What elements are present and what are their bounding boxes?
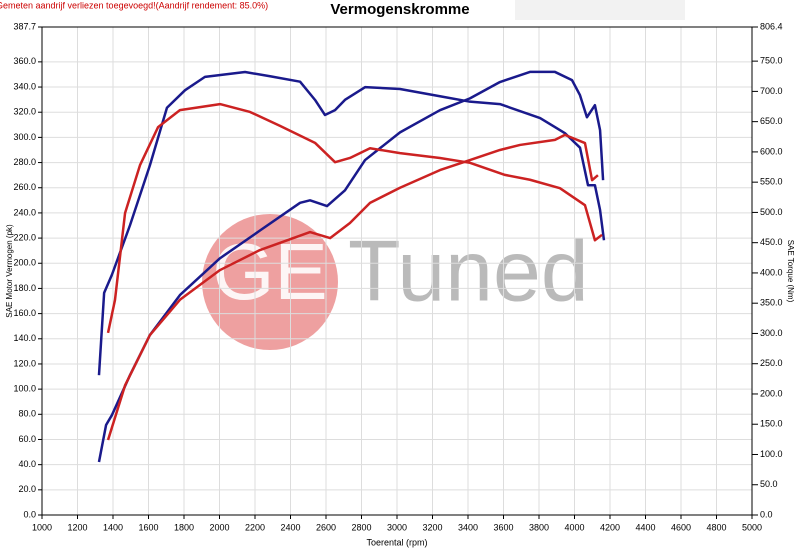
y-tick-label: 260.0	[13, 182, 36, 192]
y2-tick-label: 400.0	[760, 267, 783, 277]
y-tick-label: 300.0	[13, 132, 36, 142]
x-tick-label: 3800	[529, 522, 549, 532]
x-tick-label: 4200	[600, 522, 620, 532]
y-tick-label: 180.0	[13, 283, 36, 293]
x-tick-label: 1800	[174, 522, 194, 532]
x-tick-label: 2600	[316, 522, 336, 532]
y2-tick-label: 200.0	[760, 388, 783, 398]
x-tick-label: 2200	[245, 522, 265, 532]
data-line	[106, 102, 603, 334]
y-axis-label: SAE Motor Vermogen (pk)	[5, 224, 14, 318]
x-tick-label: 5000	[742, 522, 762, 532]
y-tick-label: 387.7	[13, 21, 36, 31]
x-tick-label: 3600	[493, 522, 513, 532]
y-tick-label: 120.0	[13, 358, 36, 368]
x-tick-label: 3000	[387, 522, 407, 532]
y2-axis-label: SAE Torque (Nm)	[786, 240, 795, 303]
y-tick-label: 60.0	[18, 434, 36, 444]
y2-tick-label: 750.0	[760, 56, 783, 66]
y-tick-label: 140.0	[13, 333, 36, 343]
y2-tick-label: 150.0	[760, 419, 783, 429]
y2-tick-label: 450.0	[760, 237, 783, 247]
y-tick-label: 280.0	[13, 157, 36, 167]
data-line	[97, 70, 606, 376]
x-tick-label: 4000	[564, 522, 584, 532]
chart-title: Vermogenskromme	[330, 1, 469, 18]
x-tick-label: 3200	[422, 522, 442, 532]
plot-frame	[41, 26, 753, 516]
y2-tick-label: 100.0	[760, 449, 783, 459]
x-tick-label: 3400	[458, 522, 478, 532]
y-tick-label: 100.0	[13, 384, 36, 394]
y-tick-label: 20.0	[18, 484, 36, 494]
x-tick-label: 4400	[635, 522, 655, 532]
y-tick-label: 360.0	[13, 56, 36, 66]
y2-tick-label: 806.4	[760, 21, 783, 31]
y-tick-label: 40.0	[18, 459, 36, 469]
x-tick-label: 1000	[32, 522, 52, 532]
watermark-circle-text: GE	[212, 227, 328, 316]
y-tick-label: 200.0	[13, 258, 36, 268]
x-tick-label: 2000	[209, 522, 229, 532]
y-tick-label: 320.0	[13, 107, 36, 117]
y-tick-label: 80.0	[18, 409, 36, 419]
y-tick-label: 0.0	[23, 509, 36, 519]
x-tick-label: 4600	[671, 522, 691, 532]
y-tick-label: 340.0	[13, 81, 36, 91]
x-tick-label: 2400	[280, 522, 300, 532]
header-box	[515, 0, 685, 20]
chart-subtitle: Gemeten aandrijf verliezen toegevoegd!(A…	[0, 0, 268, 10]
x-axis-label: Toerental (rpm)	[366, 537, 427, 547]
y-tick-label: 220.0	[13, 232, 36, 242]
x-tick-label: 1200	[67, 522, 87, 532]
y2-tick-label: 550.0	[760, 177, 783, 187]
x-tick-label: 1600	[138, 522, 158, 532]
data-line	[106, 133, 599, 441]
x-tick-label: 2800	[351, 522, 371, 532]
x-tick-label: 4800	[706, 522, 726, 532]
y2-tick-label: 500.0	[760, 207, 783, 217]
y2-tick-label: 0.0	[760, 509, 773, 519]
y-tick-label: 240.0	[13, 207, 36, 217]
y2-tick-label: 650.0	[760, 116, 783, 126]
x-tick-label: 1400	[103, 522, 123, 532]
y-tick-label: 160.0	[13, 308, 36, 318]
y2-tick-label: 250.0	[760, 358, 783, 368]
y2-tick-label: 350.0	[760, 298, 783, 308]
y2-tick-label: 700.0	[760, 86, 783, 96]
y2-tick-label: 300.0	[760, 328, 783, 338]
y2-tick-label: 50.0	[760, 479, 778, 489]
y2-tick-label: 600.0	[760, 146, 783, 156]
